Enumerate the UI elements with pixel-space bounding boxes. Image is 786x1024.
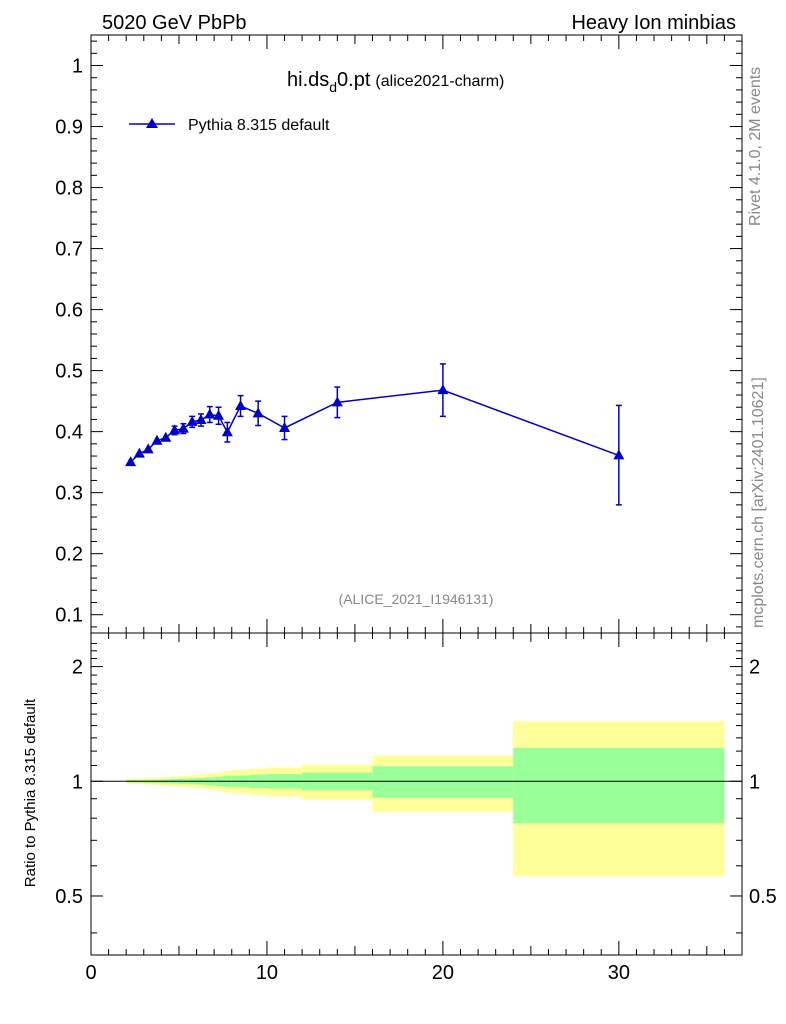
xtick-labels: 0 10 20 30 — [85, 962, 630, 984]
ratio-ytick-label-left: 2 — [72, 657, 83, 679]
ytick-label: 0.1 — [55, 605, 83, 627]
ytick-label: 0.9 — [55, 117, 83, 139]
data-point — [169, 424, 181, 435]
xtick-label: 0 — [85, 962, 96, 984]
data-point — [186, 415, 198, 426]
title-rest: 0.pt — [337, 69, 371, 91]
header-right: Heavy Ion minbias — [571, 12, 736, 34]
ratio-ylabel: Ratio to Pythia 8.315 default — [22, 698, 39, 887]
main-panel: 0.10.20.30.40.50.60.70.80.91 hi.dsd0.pt(… — [55, 34, 743, 634]
ratio-bands — [91, 721, 742, 877]
ytick-label: 0.5 — [55, 361, 83, 383]
analysis-watermark: (ALICE_2021_I1946131) — [339, 591, 494, 607]
data-point — [204, 408, 216, 419]
header-left: 5020 GeV PbPb — [102, 12, 247, 34]
data-point — [252, 407, 264, 418]
main-ticks — [90, 35, 743, 633]
data-point — [213, 409, 225, 420]
title-subscript: d — [329, 79, 337, 95]
data-point — [437, 384, 449, 395]
ratio-ytick-label-left: 1 — [72, 771, 83, 793]
ytick-label: 0.6 — [55, 300, 83, 322]
data-point — [133, 447, 145, 458]
ratio-ytick-labels: 0.5 0.5 1 1 2 2 — [55, 657, 777, 908]
data-point — [151, 434, 163, 445]
legend-marker — [146, 118, 158, 128]
ratio-frame — [90, 632, 743, 956]
data-point — [142, 443, 154, 454]
ytick-label: 0.4 — [55, 422, 83, 444]
data-point — [125, 456, 137, 467]
ytick-label: 0.3 — [55, 483, 83, 505]
ytick-label: 1 — [72, 56, 83, 78]
data-point — [177, 422, 189, 433]
title-tag: (alice2021-charm) — [375, 73, 504, 90]
data-point — [331, 396, 343, 407]
data-point — [160, 431, 172, 442]
ratio-ticks — [90, 633, 743, 955]
data-point — [235, 400, 247, 411]
legend: Pythia 8.315 default — [129, 117, 330, 134]
ratio-band-inner — [372, 766, 514, 798]
ratio-ytick-label-left: 0.5 — [55, 886, 83, 908]
source-label: mcplots.cern.ch [arXiv:2401.10621] — [750, 377, 767, 628]
data-point — [221, 426, 233, 437]
data-point — [195, 414, 207, 425]
legend-label: Pythia 8.315 default — [188, 117, 330, 134]
title-main: hi.ds — [287, 69, 329, 91]
ratio-panel: 0.5 0.5 1 1 2 2 0 10 20 30 — [55, 632, 777, 984]
ratio-ytick-label-right: 2 — [749, 657, 760, 679]
ratio-band-inner — [513, 747, 725, 824]
data-point — [279, 421, 291, 432]
xtick-label: 10 — [256, 962, 278, 984]
plot-title: hi.dsd0.pt (alice2021-charm) — [287, 69, 504, 95]
series-group — [125, 363, 625, 506]
ytick-label: 0.8 — [55, 178, 83, 200]
ratio-ytick-label-right: 0.5 — [749, 886, 777, 908]
ratio-ytick-label-right: 1 — [749, 771, 760, 793]
main-ytick-labels: 0.1 0.2 0.3 0.4 0.5 0.6 0.7 0.8 0.9 1 — [55, 56, 83, 627]
ytick-label: 0.2 — [55, 544, 83, 566]
data-point — [613, 449, 625, 460]
ytick-label: 0.7 — [55, 239, 83, 261]
xtick-label: 30 — [608, 962, 630, 984]
rivet-label: Rivet 4.1.0, 2M events — [747, 67, 764, 226]
xtick-label: 20 — [432, 962, 454, 984]
